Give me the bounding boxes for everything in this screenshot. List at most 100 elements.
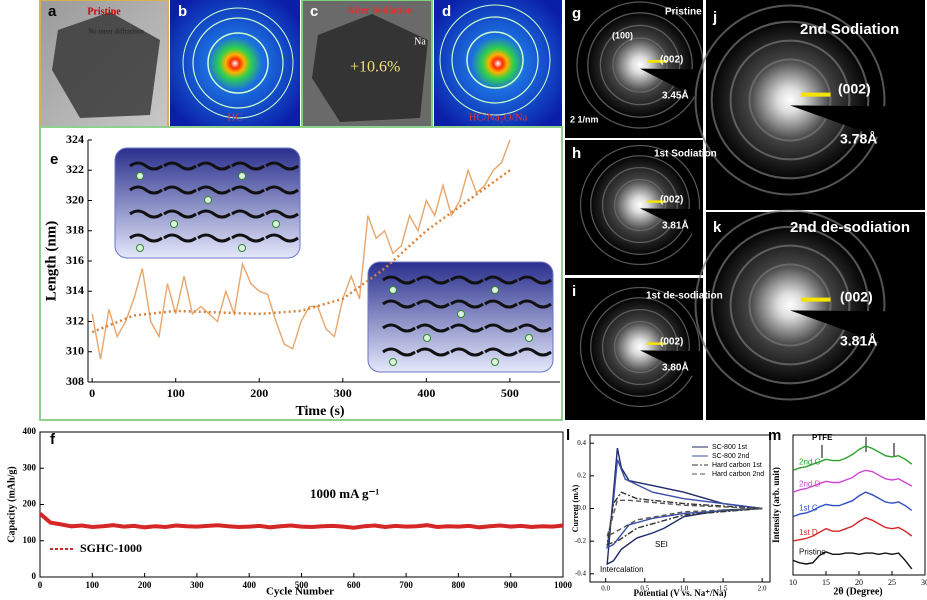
x-axis-label: Cycle Number xyxy=(266,586,334,598)
ion xyxy=(491,286,499,294)
y-tick-label: 316 xyxy=(66,253,84,267)
y-axis-label: Intensity (arb. unit) xyxy=(771,467,781,543)
y-axis-label: Current (mA) xyxy=(571,484,580,532)
graphene-layer xyxy=(163,233,197,243)
panel-label: j xyxy=(712,9,717,26)
series-line xyxy=(91,139,511,360)
graphene-layer xyxy=(382,299,416,309)
ion xyxy=(204,196,212,204)
annotation: SEI xyxy=(655,540,668,549)
series-label: 1st D xyxy=(799,528,818,537)
x-tick-label: 0 xyxy=(89,386,95,400)
saed-glow xyxy=(586,11,694,119)
y-tick-label: 310 xyxy=(66,344,84,358)
saed-ring xyxy=(601,166,679,244)
x-tick-label: 15 xyxy=(822,578,830,587)
x-tick-label: 1.5 xyxy=(719,585,728,593)
image-title: 1st Sodiation xyxy=(654,149,717,160)
y-tick-label: 312 xyxy=(66,313,84,327)
y-tick-label: 300 xyxy=(23,462,37,472)
graphene-layer xyxy=(518,275,552,285)
saed-ring xyxy=(599,24,681,106)
graphene-layer xyxy=(416,299,450,309)
saed-ring xyxy=(579,144,701,266)
graphene-layer xyxy=(163,185,197,195)
x-tick-label: 300 xyxy=(334,386,352,400)
d-spacing: 3.80Å xyxy=(662,361,689,374)
saed-glow xyxy=(589,296,691,398)
y-tick-label: 0.0 xyxy=(577,504,586,512)
saed-ring xyxy=(729,39,851,161)
y-tick-label: 314 xyxy=(66,283,84,297)
series-label: Pristine xyxy=(799,548,826,557)
graphene-layer xyxy=(484,275,518,285)
ion xyxy=(423,334,431,342)
ion xyxy=(136,172,144,180)
graphene-layer xyxy=(382,347,416,357)
d-spacing: 3.45Å xyxy=(662,89,689,102)
graphene-layer xyxy=(265,161,299,171)
image-tag: Na xyxy=(414,36,426,47)
x-tick-label: 20 xyxy=(855,578,863,587)
x-tick-label: 0.5 xyxy=(640,585,649,593)
series-label: 2nd C xyxy=(799,457,821,466)
graphene-layer xyxy=(382,275,416,285)
beam-stop xyxy=(640,208,703,239)
graphene-layer xyxy=(484,299,518,309)
image-title: 1st de-sodiation xyxy=(646,291,723,302)
graphene-layer xyxy=(484,323,518,333)
ion xyxy=(491,358,499,366)
ring xyxy=(466,31,524,89)
x-tick-label: 500 xyxy=(501,386,519,400)
y-tick-label: 320 xyxy=(66,192,84,206)
panel-label: d xyxy=(442,3,451,20)
particle xyxy=(312,14,428,122)
graphene-layer xyxy=(197,161,231,171)
panel-b: b HC xyxy=(170,0,300,127)
legend-label: Hard carbon 2nd xyxy=(712,471,764,478)
graphene-layer xyxy=(129,185,163,195)
x-tick-label: 300 xyxy=(190,580,204,590)
series-line xyxy=(792,551,913,570)
y-tick-label: -0.2 xyxy=(575,537,587,545)
graphene-layer xyxy=(197,233,231,243)
ring xyxy=(451,16,539,104)
d-spacing: 3.78Å xyxy=(840,131,877,147)
saed-glow xyxy=(589,154,691,256)
graphene-layer xyxy=(129,233,163,243)
scale-bar: 2 1/nm xyxy=(570,114,599,124)
graphene-layer xyxy=(416,323,450,333)
x-tick-label: 25 xyxy=(888,578,896,587)
saed-panels xyxy=(565,0,925,420)
plane-label: (002) xyxy=(840,289,873,305)
d-spacing: 3.81Å xyxy=(840,333,877,349)
series-label: 2nd D xyxy=(799,479,821,488)
graphene-layer xyxy=(265,233,299,243)
graphene-layer xyxy=(265,209,299,219)
y-tick-label: 0 xyxy=(32,571,37,581)
graphene-layer xyxy=(197,185,231,195)
x-tick-label: 1.0 xyxy=(680,585,689,593)
x-tick-label: 600 xyxy=(347,580,361,590)
series-line xyxy=(606,491,763,546)
insets xyxy=(114,147,554,373)
saed-ring xyxy=(710,20,870,180)
saed-labels: g Pristine (100) (002) 3.45Å 2 1/nm h 1s… xyxy=(570,5,910,374)
annotation: Intercalation xyxy=(600,565,644,574)
ion xyxy=(238,244,246,252)
image-title: Pristine xyxy=(87,6,121,17)
ring xyxy=(182,7,294,119)
graphene-layer xyxy=(197,209,231,219)
series-line xyxy=(606,447,763,566)
x-tick-label: 100 xyxy=(86,580,100,590)
ion xyxy=(525,334,533,342)
y-axis-label: Length (nm) xyxy=(43,221,59,301)
beam-stop xyxy=(790,105,925,154)
series-line xyxy=(792,469,913,493)
graphene-layer xyxy=(416,347,450,357)
y-tick-label: 0.2 xyxy=(577,471,586,479)
graphene-layer xyxy=(450,347,484,357)
d-spacing: 3.81Å xyxy=(662,219,689,232)
panel-label: i xyxy=(572,283,576,300)
